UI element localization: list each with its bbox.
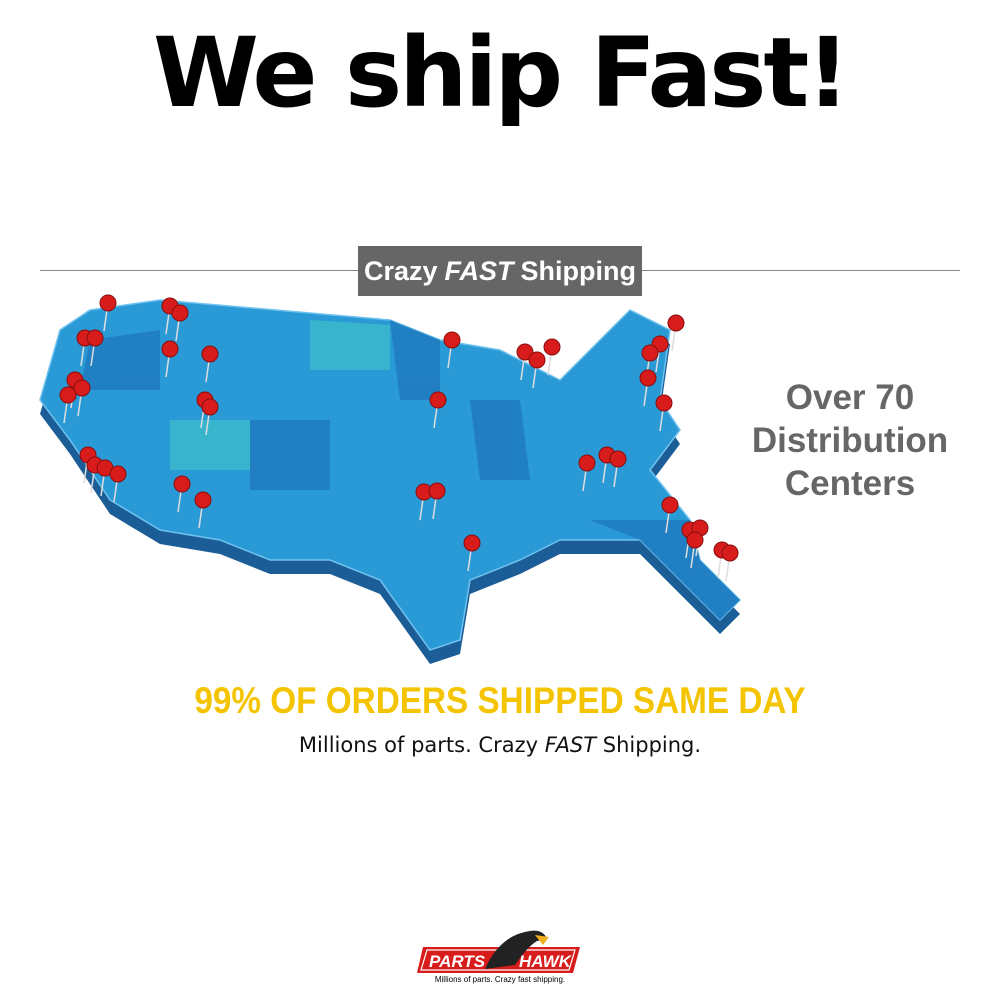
banner-text-1: Crazy [363, 255, 438, 286]
map-pin-icon [578, 454, 596, 472]
centers-line-1: Over 70 [785, 378, 915, 417]
us-map-image [39, 294, 742, 664]
tagline-1: Millions of parts. Crazy [298, 733, 545, 757]
map-pin-icon [429, 391, 447, 409]
map-pin-icon [86, 329, 104, 347]
map-pin-icon [655, 394, 673, 412]
tagline: Millions of parts. Crazy FAST Shipping. [0, 733, 1000, 757]
map-pin-icon [428, 482, 446, 500]
logo-tagline: Millions of parts. Crazy fast shipping. [434, 975, 566, 984]
map-pin-icon [516, 343, 534, 361]
map-pin-icon [443, 331, 461, 349]
map-pin-icon [73, 379, 91, 397]
map-pin-icon [99, 294, 117, 312]
logo-word-hawk: HAWK [519, 952, 573, 971]
map-pin-icon [201, 345, 219, 363]
parts-hawk-logo: PARTS HAWK [417, 930, 580, 973]
map-pin-icon [171, 304, 189, 322]
map-pin-icon [463, 534, 481, 552]
distribution-centers-callout: Over 70 Distribution Centers [740, 376, 960, 505]
pins-group [59, 294, 739, 582]
divider-right [642, 270, 960, 271]
map-states [80, 320, 740, 620]
banner-text-3: Shipping [520, 255, 637, 286]
map-pin-icon [201, 398, 219, 416]
map-pin-icon [667, 314, 685, 332]
map-pin-icon [721, 544, 739, 562]
map-pin-icon [59, 386, 77, 404]
headline: We ship Fast! [152, 17, 850, 129]
tagline-3: Shipping. [596, 733, 702, 757]
map-pin-icon [194, 491, 212, 509]
map-pin-icon [661, 496, 679, 514]
map-pin-icon [641, 344, 659, 362]
map-states-teal [170, 320, 390, 470]
map-pin-icon [109, 465, 127, 483]
map-pin-icon [528, 351, 546, 369]
hawk-beak-icon [535, 935, 549, 945]
map-pin-icon [543, 338, 561, 356]
map-pin-icon [173, 475, 191, 493]
map-pin-icon [161, 340, 179, 358]
logo-word-parts: PARTS [429, 952, 486, 971]
tagline-2: FAST [544, 733, 597, 757]
centers-line-2: Distribution [751, 421, 949, 460]
map-pin-icon [609, 450, 627, 468]
map-pin-icon [686, 531, 704, 549]
map-pin-icon [639, 369, 657, 387]
divider-left [40, 270, 358, 271]
same-day-claim: 99% OF ORDERS SHIPPED SAME DAY [194, 680, 806, 721]
banner-text-2: FAST [444, 255, 514, 286]
centers-line-3: Centers [784, 464, 916, 503]
hawk-head-icon [485, 930, 547, 969]
shipping-banner: Crazy FAST Shipping [358, 246, 642, 296]
